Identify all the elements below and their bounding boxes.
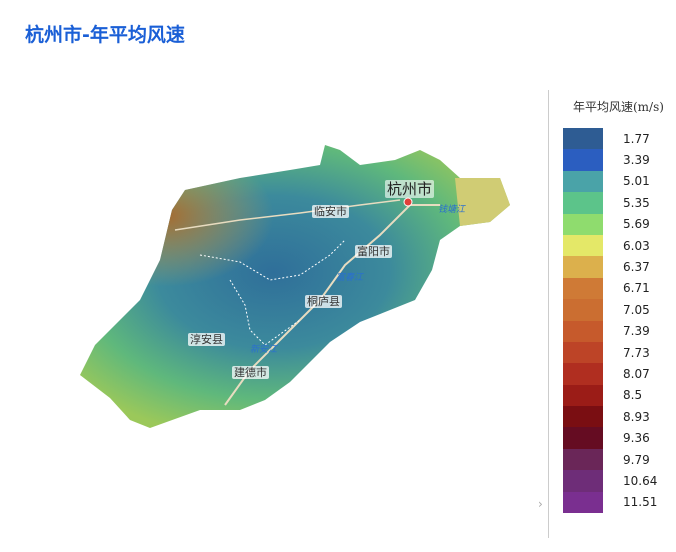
legend-item: 9.36 <box>563 427 657 449</box>
legend-swatch <box>563 256 603 278</box>
legend-value: 10.64 <box>623 473 658 488</box>
legend-value: 5.35 <box>623 195 650 210</box>
river-label-fuchun: 富春江 <box>336 273 364 283</box>
legend-swatch <box>563 448 603 471</box>
legend-swatch <box>563 470 603 492</box>
city-label-tonglu: 桐庐县 <box>305 295 342 308</box>
legend-item: 8.07 <box>563 363 657 385</box>
legend-value: 11.51 <box>623 495 658 510</box>
northwest-highland-shading <box>80 145 510 428</box>
legend-swatch <box>563 299 603 321</box>
city-label-chunan: 淳安县 <box>188 333 225 346</box>
legend-item: 6.37 <box>563 256 657 278</box>
legend-item: 7.73 <box>563 341 657 364</box>
legend-value: 8.07 <box>623 366 650 381</box>
legend-swatch <box>563 320 603 342</box>
legend-swatch <box>563 363 603 385</box>
legend-swatch <box>563 170 603 193</box>
legend-item: 6.71 <box>563 277 657 300</box>
city-label-linan: 临安市 <box>312 205 349 218</box>
legend-swatch <box>563 192 603 214</box>
road <box>174 199 401 231</box>
legend-swatch <box>563 128 603 150</box>
legend-swatch <box>563 406 603 428</box>
legend-swatch <box>563 491 603 514</box>
city-label-fuyang: 富阳市 <box>355 245 392 258</box>
legend-value: 7.39 <box>623 324 650 339</box>
legend-item: 5.69 <box>563 213 657 235</box>
legend-value: 7.05 <box>623 302 650 317</box>
legend-value: 6.37 <box>623 260 650 275</box>
legend-item: 9.79 <box>563 448 657 471</box>
eastern-plain-area <box>455 178 510 226</box>
legend-item: 1.77 <box>563 128 657 150</box>
page-title: 杭州市-年平均风速 <box>25 24 185 46</box>
legend-swatch <box>563 427 603 449</box>
city-label-hangzhou: 杭州市 <box>385 180 435 198</box>
legend-divider <box>548 90 549 538</box>
hangzhou-marker <box>403 197 413 207</box>
legend-swatch <box>563 149 603 171</box>
river <box>224 204 440 406</box>
legend-swatch <box>563 341 603 364</box>
legend-item: 11.51 <box>563 491 658 514</box>
legend-value: 9.36 <box>623 431 650 446</box>
chevron-right-icon[interactable]: › <box>538 497 543 511</box>
legend-item: 8.93 <box>563 406 657 428</box>
legend: 1.77 3.39 5.01 5.35 5.69 6.03 6.37 6.71 7.05 7.39… <box>563 128 658 514</box>
legend-value: 5.01 <box>623 174 650 189</box>
legend-item: 7.39 <box>563 320 657 342</box>
wind-speed-map <box>80 145 510 428</box>
legend-item: 10.64 <box>563 470 658 492</box>
river-label-qiantang: 钱塘江 <box>438 205 466 215</box>
legend-swatch <box>563 234 603 257</box>
legend-value: 3.39 <box>623 153 650 168</box>
legend-value: 9.79 <box>623 452 650 467</box>
legend-swatch <box>563 277 603 300</box>
county-border <box>199 239 346 281</box>
legend-value: 6.71 <box>623 281 650 296</box>
legend-title: 年平均风速(m/s) <box>573 100 664 114</box>
legend-item: 5.35 <box>563 192 657 214</box>
legend-value: 7.73 <box>623 345 650 360</box>
legend-item: 3.39 <box>563 149 657 171</box>
legend-value: 8.93 <box>623 409 650 424</box>
legend-swatch <box>563 213 603 235</box>
legend-value: 5.69 <box>623 217 650 232</box>
legend-item: 7.05 <box>563 299 657 321</box>
city-label-jiande: 建德市 <box>232 366 269 379</box>
legend-value: 8.5 <box>623 388 643 403</box>
legend-swatch <box>563 384 603 407</box>
legend-item: 5.01 <box>563 170 657 193</box>
legend-value: 1.77 <box>623 131 650 146</box>
legend-value: 6.03 <box>623 238 650 253</box>
legend-item: 8.5 <box>563 384 657 407</box>
river-label-xinan: 新安江 <box>250 345 278 355</box>
legend-item: 6.03 <box>563 234 657 257</box>
